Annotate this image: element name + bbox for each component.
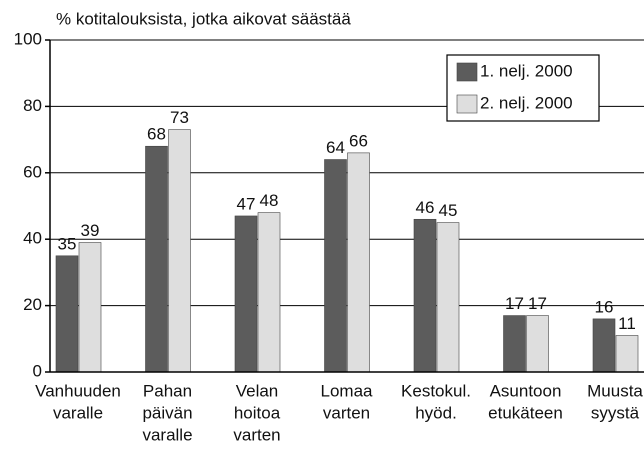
x-tick-label: varalle xyxy=(142,425,192,444)
bar xyxy=(615,335,639,373)
data-label: 47 xyxy=(237,194,256,213)
y-tick-label: 40 xyxy=(23,229,42,248)
data-label: 17 xyxy=(528,294,547,313)
x-tick-label: Lomaa xyxy=(321,381,374,400)
x-tick-label: Pahan xyxy=(143,381,192,400)
data-label: 46 xyxy=(416,198,435,217)
data-label: 48 xyxy=(260,191,279,210)
data-label: 11 xyxy=(618,314,636,333)
bar xyxy=(257,212,281,373)
legend-label: 1. nelj. 2000 xyxy=(480,61,573,80)
data-label: 64 xyxy=(326,138,345,157)
legend-label: 2. nelj. 2000 xyxy=(480,93,573,112)
bar xyxy=(78,242,102,373)
legend-swatch xyxy=(456,62,478,82)
x-tick-label: Vanhuuden xyxy=(35,381,121,400)
data-label: 66 xyxy=(349,131,368,150)
bar xyxy=(234,215,258,373)
bar xyxy=(592,318,616,373)
data-label: 73 xyxy=(170,108,189,127)
y-tick-label: 60 xyxy=(23,162,42,181)
data-label: 39 xyxy=(81,221,100,240)
x-tick-label: hoitoa xyxy=(234,403,281,422)
y-tick-label: 20 xyxy=(23,295,42,314)
data-label: 68 xyxy=(147,125,166,144)
data-label: 35 xyxy=(58,234,77,253)
x-tick-label: Kestokul. xyxy=(401,381,471,400)
y-tick-label: 80 xyxy=(23,96,42,115)
x-tick-label: Asuntoon xyxy=(490,381,562,400)
x-tick-label: päivän xyxy=(142,403,192,422)
bar xyxy=(526,315,549,373)
x-tick-label: Muusta xyxy=(587,381,643,400)
y-tick-label: 100 xyxy=(14,29,42,48)
chart-title: % kotitalouksista, jotka aikovat säästää xyxy=(56,9,351,28)
bar xyxy=(436,222,460,373)
data-label: 17 xyxy=(505,294,524,313)
x-tick-label: varalle xyxy=(53,403,103,422)
bar xyxy=(503,315,526,373)
data-label: 16 xyxy=(595,297,614,316)
bar xyxy=(324,159,347,373)
bar xyxy=(168,129,191,373)
bar xyxy=(55,255,79,373)
bar xyxy=(145,145,168,373)
y-tick-label: 0 xyxy=(33,361,42,380)
bar xyxy=(413,218,437,373)
x-tick-label: varten xyxy=(323,403,370,422)
x-tick-label: varten xyxy=(233,425,280,444)
x-tick-label: etukäteen xyxy=(488,403,563,422)
data-label: 45 xyxy=(439,201,458,220)
x-tick-label: hyöd. xyxy=(415,403,457,422)
x-tick-label: syystä xyxy=(591,403,640,422)
bar xyxy=(347,152,370,373)
x-tick-label: Velan xyxy=(236,381,279,400)
legend-swatch xyxy=(456,94,478,114)
